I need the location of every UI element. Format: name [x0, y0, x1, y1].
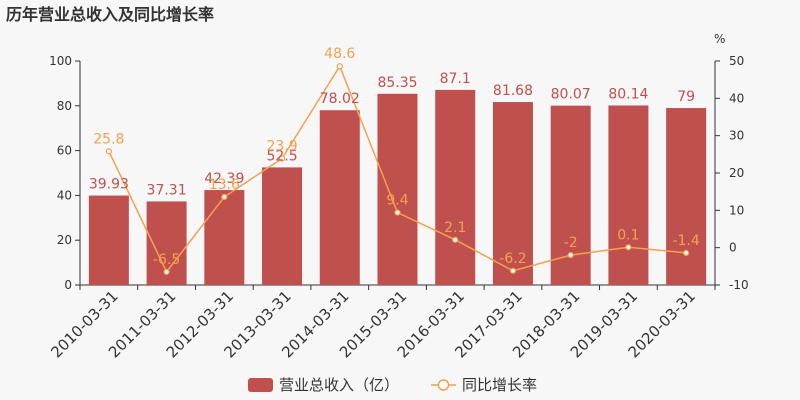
- growth-value-label: 25.8: [93, 131, 124, 147]
- growth-point: [105, 148, 112, 155]
- bar-value-label: 52.5: [266, 148, 297, 164]
- growth-value-label: 9.4: [386, 193, 408, 209]
- bar: [666, 108, 707, 285]
- bar-value-label: 87.1: [440, 71, 471, 87]
- bar-value-label: 78.02: [320, 91, 360, 107]
- growth-value-label: 23.9: [266, 138, 297, 154]
- growth-point: [163, 268, 170, 276]
- growth-value-label: 13.6: [209, 177, 240, 193]
- growth-point: [683, 249, 690, 256]
- bar: [435, 89, 476, 286]
- bar: [262, 167, 303, 285]
- growth-point: [221, 193, 228, 200]
- bar: [377, 93, 418, 285]
- growth-value-label: -6.2: [499, 251, 526, 267]
- bar: [319, 110, 360, 285]
- legend-line-label: 同比增长率: [462, 376, 537, 394]
- legend-bar-label: 营业总收入（亿）: [279, 376, 399, 394]
- left-tick-label: 60: [57, 144, 72, 158]
- growth-value-label: 0.1: [617, 227, 639, 243]
- labels-group: 39.93 37.31 42.39 52.5 78.02 85.35 87.1 81.68 80…: [89, 46, 700, 268]
- bar-value-label: 85.35: [377, 75, 417, 91]
- growth-value-label: 2.1: [444, 220, 466, 236]
- legend: 营业总收入（亿） 同比增长率: [248, 376, 537, 394]
- left-tick-label: 80: [57, 99, 72, 113]
- bar-value-label: 81.68: [493, 83, 533, 99]
- legend-bar-swatch: [248, 378, 273, 392]
- right-tick-label: 20: [729, 166, 744, 180]
- left-tick-label: 0: [64, 278, 72, 292]
- left-tick-label: 20: [57, 233, 72, 247]
- right-tick-label: 10: [729, 203, 744, 217]
- bar-value-label: 80.14: [608, 86, 648, 102]
- bar: [88, 195, 129, 285]
- right-tick-label: -10: [729, 278, 749, 292]
- bar-value-label: 37.31: [147, 182, 187, 198]
- right-tick-label: 50: [729, 54, 744, 68]
- growth-point: [625, 244, 632, 251]
- right-tick-label: 30: [729, 129, 744, 143]
- growth-point: [336, 63, 343, 70]
- chart-title: 历年营业总收入及同比增长率: [6, 5, 214, 24]
- bar-value-label: 42.39: [204, 171, 244, 187]
- growth-point: [567, 252, 574, 259]
- left-tick-label: 40: [57, 188, 72, 202]
- growth-point: [278, 155, 286, 162]
- bar: [492, 102, 533, 285]
- growth-value-label: 48.6: [324, 46, 355, 62]
- bar-value-label: 79: [677, 89, 695, 105]
- growth-point: [394, 209, 401, 216]
- legend-line-marker: [437, 379, 450, 391]
- right-tick-label: 40: [729, 91, 744, 105]
- growth-point: [452, 236, 459, 243]
- growth-value-label: -2: [564, 235, 578, 251]
- right-tick-label: 0: [729, 241, 737, 255]
- left-tick-label: 100: [49, 54, 72, 68]
- bar-value-label: 80.07: [551, 87, 591, 103]
- growth-value-label: -1.4: [672, 233, 699, 249]
- right-axis-unit: %: [714, 32, 725, 46]
- growth-point: [509, 267, 517, 274]
- bar: [204, 190, 245, 285]
- bar: [608, 105, 649, 286]
- line-group: [105, 63, 690, 276]
- growth-value-label: -6.5: [153, 252, 180, 268]
- bar-value-label: 39.93: [89, 177, 129, 193]
